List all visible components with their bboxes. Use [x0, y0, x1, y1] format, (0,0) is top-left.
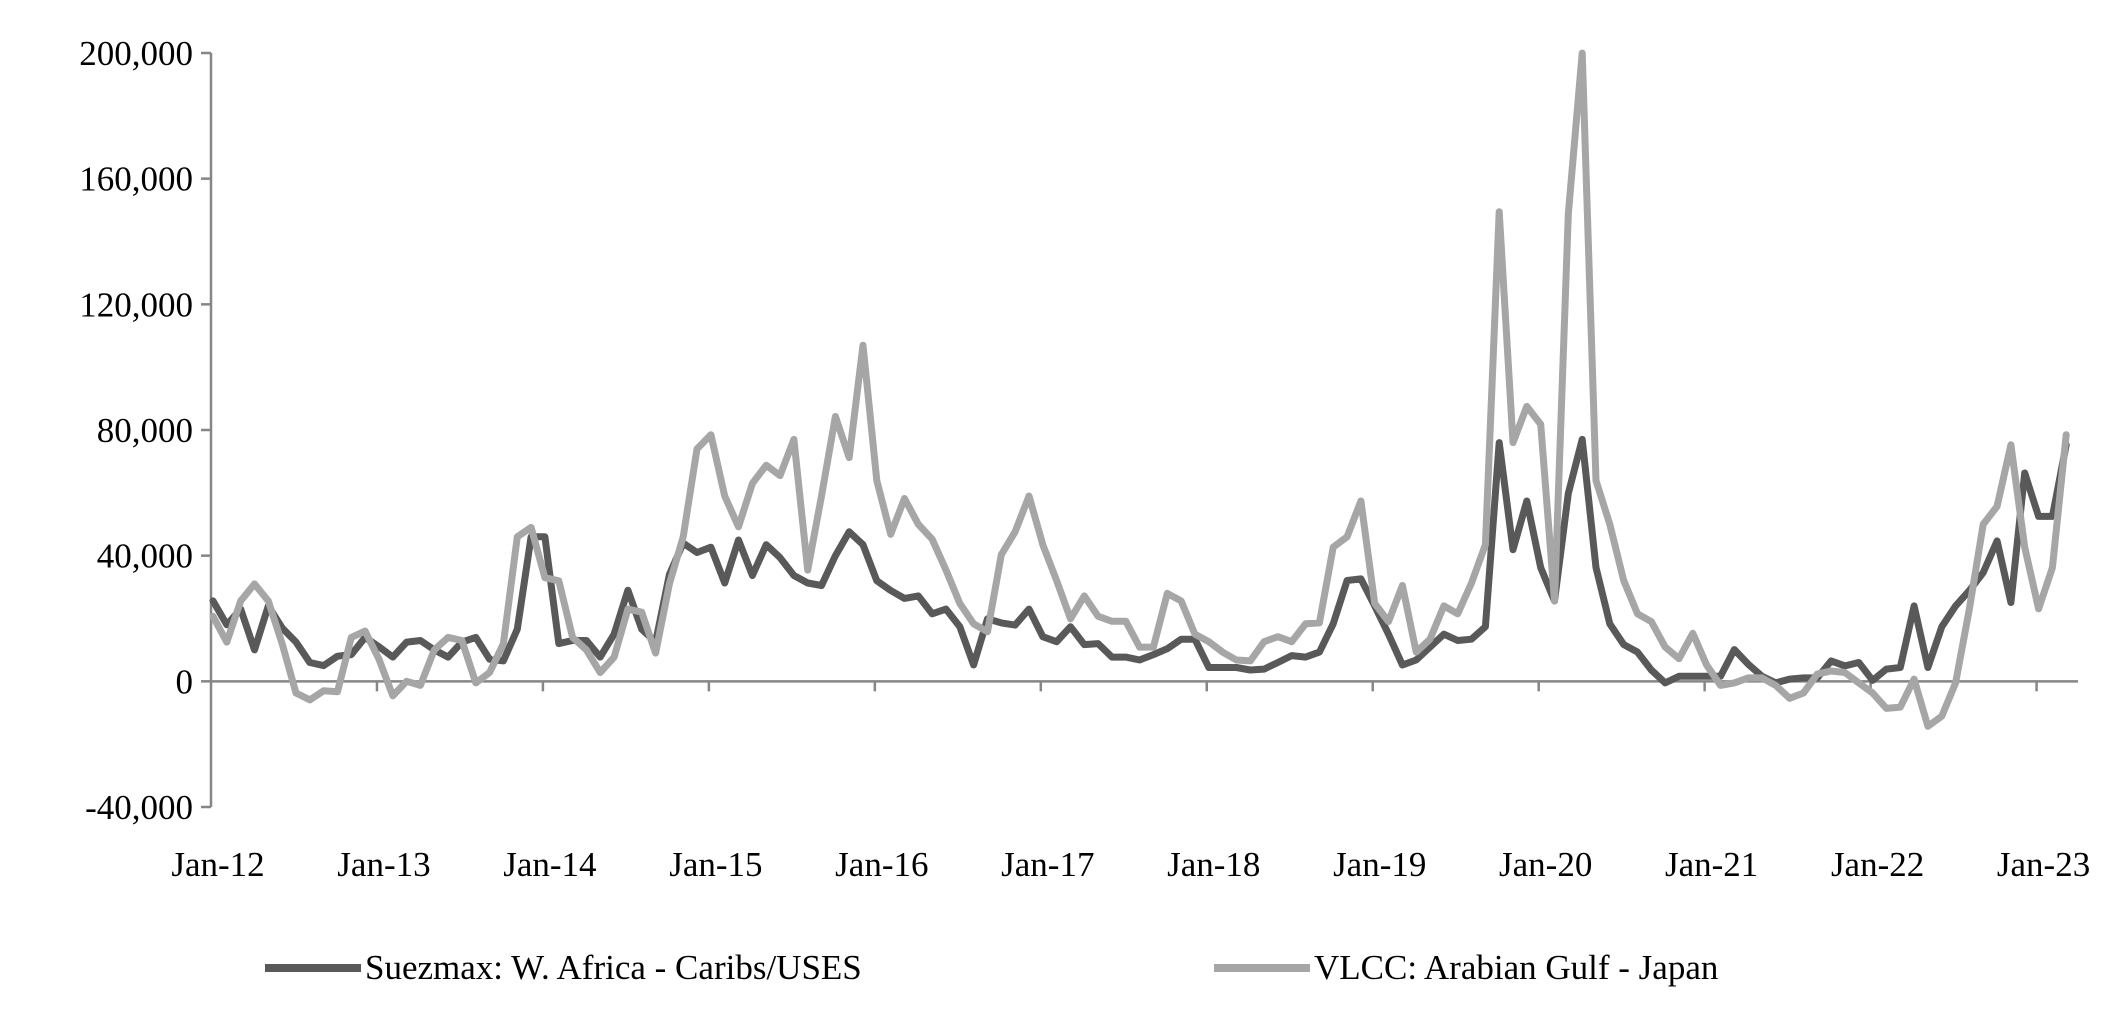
legend-swatch-suezmax	[265, 964, 361, 972]
line-chart: -40,000 0 40,000 80,000 120,000 160,000 200,00…	[79, 34, 2090, 884]
x-tick-label: Jan-21	[1665, 845, 1758, 884]
legend-label-vlcc: VLCC: Arabian Gulf - Japan	[1314, 948, 1719, 987]
x-tick-label: Jan-20	[1499, 845, 1592, 884]
legend-item-vlcc: VLCC: Arabian Gulf - Japan	[1214, 948, 1718, 988]
x-tick-label: Jan-15	[669, 845, 762, 884]
x-tick-label: Jan-12	[171, 845, 264, 884]
x-tick-label: Jan-23	[1997, 845, 2090, 884]
legend-swatch-vlcc	[1214, 964, 1310, 972]
x-tick-label: Jan-19	[1333, 845, 1426, 884]
x-tick-label: Jan-16	[835, 845, 928, 884]
x-axis: Jan-12 Jan-13 Jan-14 Jan-15 Jan-16 Jan-17 Jan-…	[171, 680, 2090, 884]
y-tick-label: 80,000	[97, 411, 193, 450]
x-tick-label: Jan-14	[503, 845, 596, 884]
y-tick-label: 40,000	[97, 537, 193, 576]
y-tick-label: 0	[176, 662, 194, 701]
legend: Suezmax: W. Africa - Caribs/USES VLCC: A…	[0, 948, 2125, 998]
y-tick-label: 200,000	[79, 34, 193, 73]
y-tick-label: 120,000	[79, 285, 193, 324]
x-tick-label: Jan-17	[1001, 845, 1094, 884]
x-tick-label: Jan-13	[337, 845, 430, 884]
x-tick-label: Jan-18	[1167, 845, 1260, 884]
y-tick-label: 160,000	[79, 160, 193, 199]
y-tick-label: -40,000	[85, 788, 193, 827]
legend-item-suezmax: Suezmax: W. Africa - Caribs/USES	[265, 948, 862, 988]
series-line-vlcc	[209, 49, 2070, 730]
legend-label-suezmax: Suezmax: W. Africa - Caribs/USES	[365, 948, 862, 987]
y-axis: -40,000 0 40,000 80,000 120,000 160,000 200,00…	[79, 34, 213, 827]
series-layer	[209, 49, 2070, 730]
series-line-suezmax	[209, 435, 2070, 687]
x-tick-label: Jan-22	[1831, 845, 1924, 884]
